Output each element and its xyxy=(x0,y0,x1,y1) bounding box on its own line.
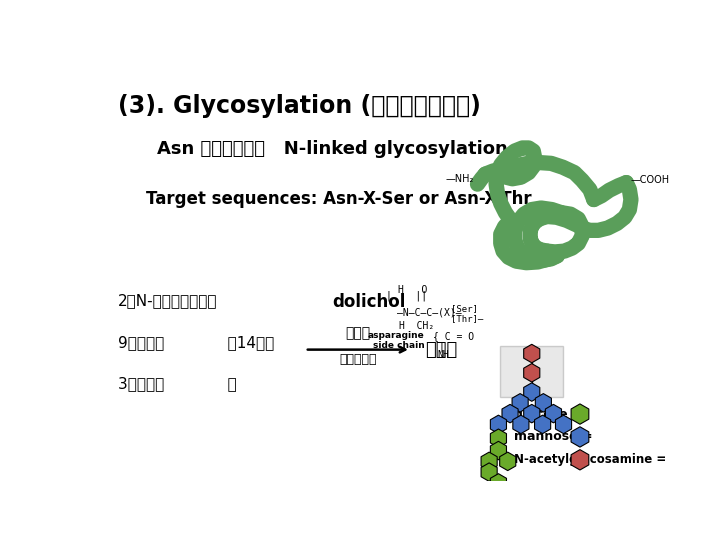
Polygon shape xyxy=(490,441,506,460)
Text: mannose =: mannose = xyxy=(514,430,593,443)
Text: Asn （天冬酰胺）   N-linked glycosylation: Asn （天冬酰胺） N-linked glycosylation xyxy=(157,140,508,158)
Polygon shape xyxy=(490,429,506,448)
Polygon shape xyxy=(523,345,540,363)
Polygon shape xyxy=(536,394,552,412)
Polygon shape xyxy=(545,404,562,423)
Text: |    ||: | || xyxy=(386,291,427,301)
Text: H   O: H O xyxy=(398,285,428,295)
Text: H  CH₂: H CH₂ xyxy=(399,321,434,332)
Polygon shape xyxy=(512,394,528,412)
Polygon shape xyxy=(523,363,540,382)
Text: —N—C—C—(X)—: —N—C—C—(X)— xyxy=(397,307,462,317)
Text: [Ser]: [Ser] xyxy=(451,304,478,313)
Polygon shape xyxy=(571,450,589,470)
Polygon shape xyxy=(513,415,529,434)
Polygon shape xyxy=(502,404,518,423)
FancyBboxPatch shape xyxy=(500,346,563,397)
Polygon shape xyxy=(571,427,589,447)
Text: |: | xyxy=(438,341,445,352)
Polygon shape xyxy=(534,415,551,434)
Text: 糖蛋白: 糖蛋白 xyxy=(425,341,457,359)
Polygon shape xyxy=(481,463,498,481)
Polygon shape xyxy=(490,474,506,492)
Polygon shape xyxy=(523,383,540,401)
Text: (3). Glycosylation (蛋白质的糖基化): (3). Glycosylation (蛋白质的糖基化) xyxy=(118,94,481,118)
Text: 9个甘露糖             ；14课糖: 9个甘露糖 ；14课糖 xyxy=(118,335,274,350)
Text: Target sequences: Asn-X-Ser or Asn-X-Thr: Target sequences: Asn-X-Ser or Asn-X-Thr xyxy=(145,190,531,207)
Polygon shape xyxy=(481,452,498,470)
Polygon shape xyxy=(571,404,589,424)
Text: 糖基转移酶: 糖基转移酶 xyxy=(339,353,377,366)
Text: dolichol: dolichol xyxy=(333,294,405,312)
Text: —COOH: —COOH xyxy=(631,176,670,185)
Text: 多呣醇: 多呣醇 xyxy=(346,326,370,340)
Polygon shape xyxy=(523,404,540,423)
Polygon shape xyxy=(500,452,516,470)
Text: { C = O: { C = O xyxy=(433,331,474,341)
Text: [Thr]—: [Thr]— xyxy=(451,314,484,323)
Text: —NH₂: —NH₂ xyxy=(445,174,474,184)
Text: side chain: side chain xyxy=(373,341,425,350)
Text: asparagine: asparagine xyxy=(368,331,425,340)
Text: 3个葡萄糖             、: 3个葡萄糖 、 xyxy=(118,377,237,392)
Text: glucose =: glucose = xyxy=(514,408,582,421)
Polygon shape xyxy=(490,415,506,434)
Polygon shape xyxy=(555,415,572,434)
Text: NH: NH xyxy=(437,349,449,360)
Text: 2个N-乙酰葡萄糖胺、: 2个N-乙酰葡萄糖胺、 xyxy=(118,294,217,308)
Text: N-acetylglucosamine =: N-acetylglucosamine = xyxy=(514,453,666,467)
